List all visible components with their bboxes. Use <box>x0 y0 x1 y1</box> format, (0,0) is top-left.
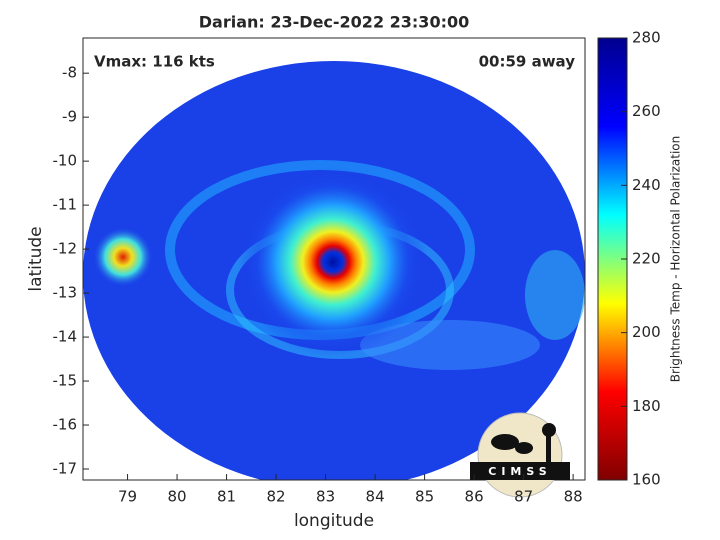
y-tick-label: -15 <box>53 372 78 390</box>
colorbar-tick-label: 200 <box>632 323 661 341</box>
y-tick-label: -8 <box>62 64 77 82</box>
colorbar-tick-label: 160 <box>632 471 661 489</box>
x-tick-label: 85 <box>415 488 434 506</box>
convection <box>93 227 153 287</box>
x-tick-label: 80 <box>168 488 187 506</box>
x-tick-label: 86 <box>465 488 484 506</box>
rain-band <box>360 320 540 370</box>
plot-frame <box>82 37 586 481</box>
logo: CIMSS <box>470 412 570 498</box>
x-tick-label: 81 <box>217 488 236 506</box>
annotation: 00:59 away <box>479 53 576 71</box>
y-tick-label: -13 <box>53 284 78 302</box>
logo-dish <box>515 442 533 454</box>
chart-title: Darian: 23-Dec-2022 23:30:00 <box>199 13 469 32</box>
logo-tower <box>546 432 551 462</box>
swath <box>83 61 585 480</box>
colorbar-tick-label: 280 <box>632 29 661 47</box>
y-tick-label: -16 <box>53 416 78 434</box>
y-tick-label: -12 <box>53 240 78 258</box>
colorbar-label: Brightness Temp - Horizontal Polarizatio… <box>669 136 683 383</box>
x-tick-label: 88 <box>564 488 583 506</box>
y-tick-label: -14 <box>53 328 78 346</box>
logo-tank <box>542 423 556 437</box>
x-tick-label: 79 <box>118 488 137 506</box>
colorbar-tick-label: 180 <box>632 397 661 415</box>
x-axis-label: longitude <box>294 511 374 531</box>
x-tick-label: 87 <box>514 488 533 506</box>
colorbar-tick-label: 260 <box>632 102 661 120</box>
y-tick-label: -9 <box>62 108 77 126</box>
logo-dish <box>491 434 519 450</box>
y-tick-label: -10 <box>53 152 78 170</box>
logo-band <box>470 462 570 480</box>
y-tick-label: -17 <box>53 460 78 478</box>
y-tick-label: -11 <box>53 196 78 214</box>
colorbar-tick-label: 220 <box>632 250 661 268</box>
logo-text: CIMSS <box>488 465 551 478</box>
x-tick-label: 82 <box>267 488 286 506</box>
annotation: Vmax: 116 kts <box>94 53 215 71</box>
colorbar-tick-label: 240 <box>632 176 661 194</box>
y-axis-label: latitude <box>26 226 46 291</box>
x-tick-label: 84 <box>366 488 385 506</box>
eyewall <box>238 167 428 357</box>
x-tick-label: 83 <box>316 488 335 506</box>
rain-band <box>525 250 585 340</box>
